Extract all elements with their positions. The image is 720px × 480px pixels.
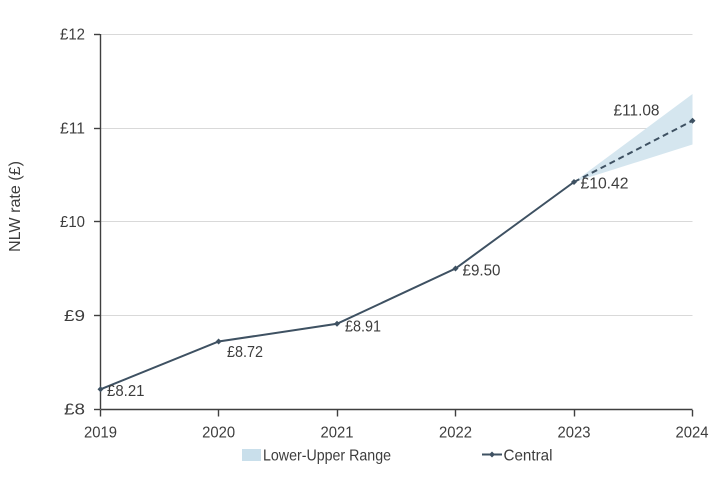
svg-text:NLW rate (£): NLW rate (£) — [7, 161, 24, 252]
svg-text:Central: Central — [504, 448, 553, 465]
svg-text:2023: 2023 — [558, 425, 591, 442]
svg-text:£8.91: £8.91 — [345, 319, 381, 336]
svg-text:2020: 2020 — [202, 425, 235, 442]
svg-text:2022: 2022 — [439, 425, 472, 442]
svg-text:2019: 2019 — [84, 425, 117, 442]
svg-text:£10: £10 — [60, 214, 85, 231]
svg-text:2021: 2021 — [321, 425, 354, 442]
svg-text:2024: 2024 — [676, 425, 709, 442]
svg-text:£10.42: £10.42 — [581, 176, 629, 193]
svg-text:£12: £12 — [60, 27, 85, 44]
svg-text:£9.50: £9.50 — [463, 263, 501, 280]
svg-text:£11.08: £11.08 — [614, 103, 660, 120]
svg-text:£11: £11 — [60, 120, 85, 137]
svg-text:£8: £8 — [64, 402, 85, 419]
svg-text:£8.72: £8.72 — [227, 344, 263, 361]
svg-text:Lower-Upper Range: Lower-Upper Range — [263, 448, 391, 465]
svg-text:£8.21: £8.21 — [107, 383, 145, 400]
svg-text:£9: £9 — [64, 308, 85, 325]
